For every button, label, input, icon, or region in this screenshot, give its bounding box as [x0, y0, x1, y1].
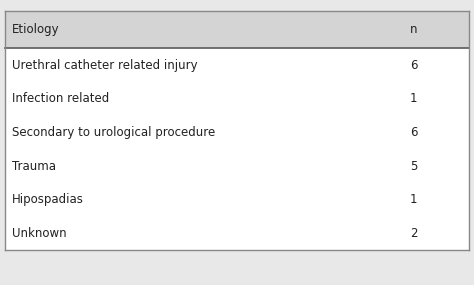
- Text: 2: 2: [410, 227, 418, 240]
- Text: Infection related: Infection related: [12, 92, 109, 105]
- Text: Unknown: Unknown: [12, 227, 66, 240]
- Text: 1: 1: [410, 92, 418, 105]
- Bar: [5, 217, 469, 250]
- Bar: [5, 116, 469, 149]
- Text: 1: 1: [410, 193, 418, 206]
- Bar: [5, 183, 469, 217]
- Text: Hipospadias: Hipospadias: [12, 193, 84, 206]
- Bar: [5, 11, 469, 48]
- Text: Trauma: Trauma: [12, 160, 56, 173]
- Text: 6: 6: [410, 126, 418, 139]
- Bar: [5, 48, 469, 82]
- Text: Urethral catheter related injury: Urethral catheter related injury: [12, 59, 198, 72]
- Text: Secondary to urological procedure: Secondary to urological procedure: [12, 126, 215, 139]
- Bar: [5, 82, 469, 116]
- Text: 5: 5: [410, 160, 418, 173]
- Text: 6: 6: [410, 59, 418, 72]
- Text: n: n: [410, 23, 418, 36]
- Bar: [5, 149, 469, 183]
- Text: Etiology: Etiology: [12, 23, 59, 36]
